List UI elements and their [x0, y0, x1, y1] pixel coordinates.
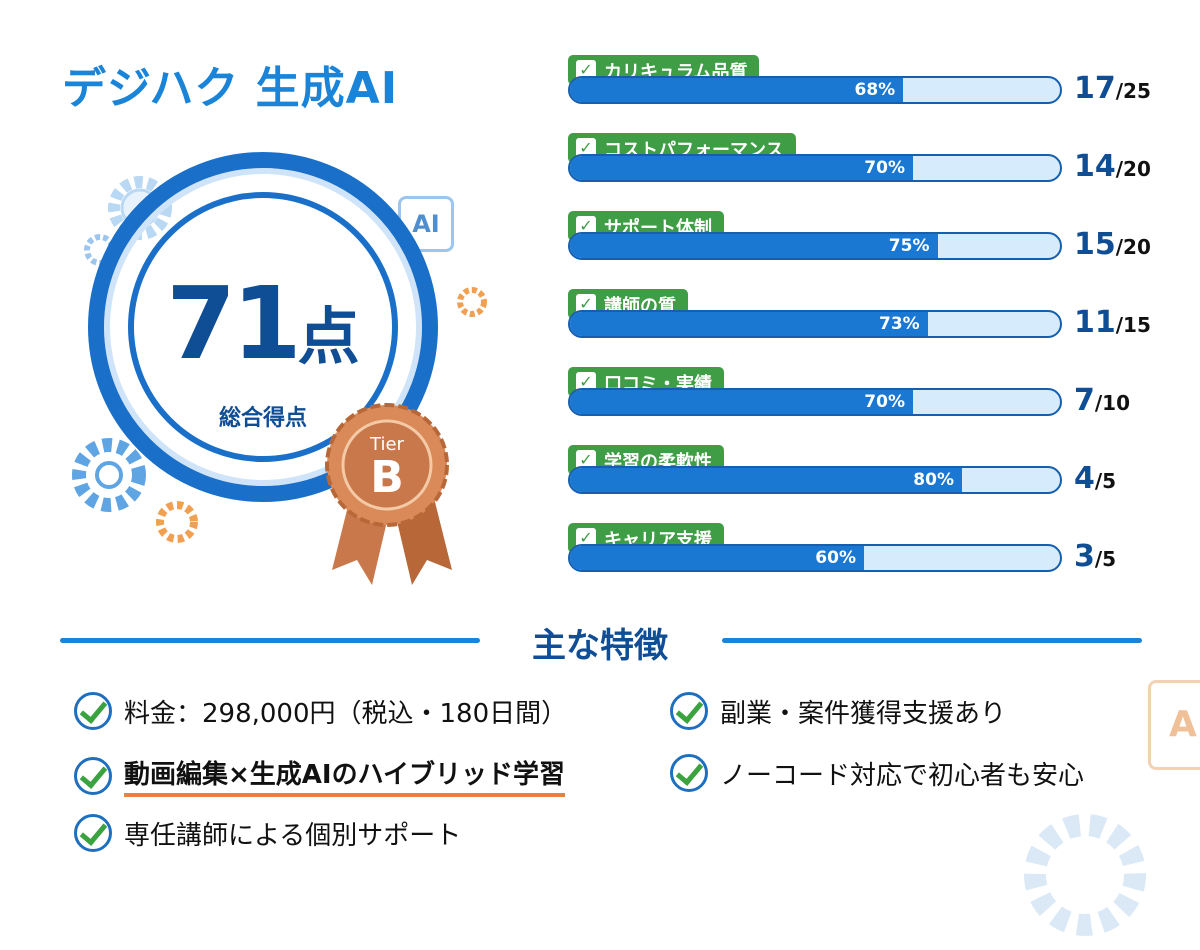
checkbox-icon: ✓ — [576, 294, 596, 314]
category-score: 3/5 — [1074, 539, 1117, 574]
page-title: デジハク 生成AI — [62, 63, 399, 114]
progress-fill: 70% — [570, 390, 913, 414]
score-row: ✓ カリキュラム品質 68% 17/25 — [568, 55, 1168, 131]
feature-item: 料金：298,000円（税込・180日間） — [74, 692, 567, 730]
checkbox-icon: ✓ — [576, 138, 596, 158]
checkbox-icon: ✓ — [576, 372, 596, 392]
checkbox-icon: ✓ — [576, 60, 596, 80]
progress-fill: 80% — [570, 468, 962, 492]
divider-left — [60, 638, 480, 643]
score-row: ✓ 口コミ・実績 70% 7/10 — [568, 367, 1168, 443]
progress-bar: 70% — [568, 154, 1062, 182]
feature-item: ノーコード対応で初心者も安心 — [670, 754, 1084, 792]
checkbox-icon: ✓ — [576, 450, 596, 470]
progress-fill: 70% — [570, 156, 913, 180]
divider-right — [722, 638, 1142, 643]
score-row: ✓ 学習の柔軟性 80% 4/5 — [568, 445, 1168, 521]
category-score: 7/10 — [1074, 383, 1131, 418]
total-score: 71点 — [166, 265, 360, 382]
check-icon — [74, 814, 112, 852]
progress-fill: 68% — [570, 78, 904, 102]
gear-icon — [1024, 814, 1146, 936]
gear-icon — [156, 501, 198, 543]
progress-fill: 60% — [570, 546, 864, 570]
progress-bar: 73% — [568, 310, 1062, 338]
score-row: ✓ コストパフォーマンス 70% 14/20 — [568, 133, 1168, 209]
total-score-label: 総合得点 — [218, 406, 307, 431]
progress-fill: 73% — [570, 312, 928, 336]
gear-icon — [72, 438, 146, 512]
ai-chip-icon: A — [1148, 680, 1200, 770]
progress-bar: 80% — [568, 466, 1062, 494]
check-icon — [74, 692, 112, 730]
category-score: 17/25 — [1074, 71, 1151, 106]
feature-item: 副業・案件獲得支援あり — [670, 692, 1006, 730]
progress-bar: 75% — [568, 232, 1062, 260]
gear-icon — [457, 287, 487, 317]
category-score: 11/15 — [1074, 305, 1151, 340]
feature-item: 専任講師による個別サポート — [74, 814, 461, 852]
progress-bar: 70% — [568, 388, 1062, 416]
category-score: 14/20 — [1074, 149, 1151, 184]
score-row: ✓ キャリア支援 60% 3/5 — [568, 523, 1168, 599]
progress-bar: 60% — [568, 544, 1062, 572]
checkbox-icon: ✓ — [576, 528, 596, 548]
category-score: 15/20 — [1074, 227, 1151, 262]
features-heading: 主な特徴 — [532, 626, 668, 666]
progress-fill: 75% — [570, 234, 938, 258]
progress-bar: 68% — [568, 76, 1062, 104]
category-score: 4/5 — [1074, 461, 1117, 496]
check-icon — [670, 754, 708, 792]
score-row: ✓ サポート体制 75% 15/20 — [568, 211, 1168, 287]
score-row: ✓ 講師の質 73% 11/15 — [568, 289, 1168, 365]
tier-badge: Tier B — [322, 400, 462, 594]
check-icon — [670, 692, 708, 730]
checkbox-icon: ✓ — [576, 216, 596, 236]
feature-item: 動画編集×生成AIのハイブリッド学習 — [74, 754, 566, 797]
check-icon — [74, 756, 112, 795]
